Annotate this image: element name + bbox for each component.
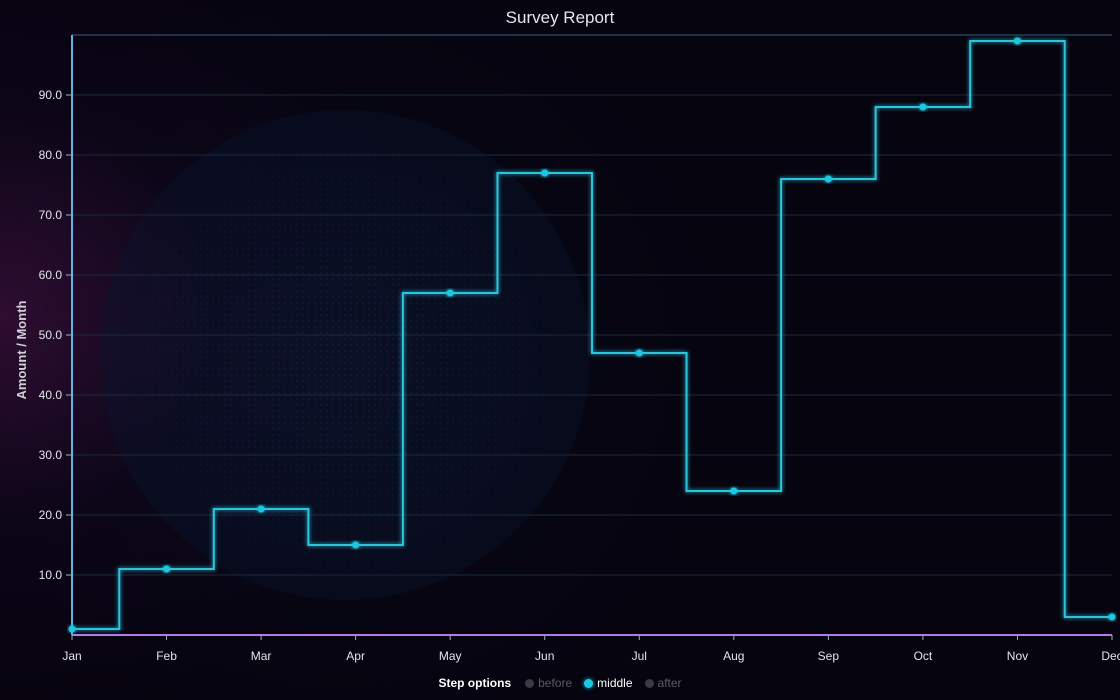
data-point <box>352 541 360 549</box>
y-axis-ticks: 10.0 20.0 30.0 40.0 50.0 60.0 70.0 80.0 90.0 <box>39 88 72 582</box>
y-tick-label: 90.0 <box>39 88 63 102</box>
x-tick-label: Nov <box>1007 649 1028 663</box>
y-tick-label: 20.0 <box>39 508 63 522</box>
legend-label: middle <box>597 676 633 690</box>
y-tick-label: 70.0 <box>39 208 63 222</box>
background-globe <box>100 110 590 600</box>
axes <box>71 35 1112 636</box>
x-tick-label: Apr <box>346 649 365 663</box>
y-axis-label: Amount / Month <box>14 300 29 399</box>
x-tick-label: Feb <box>156 649 177 663</box>
y-tick-label: 50.0 <box>39 328 63 342</box>
legend-label: before <box>538 676 573 690</box>
data-point <box>824 175 832 183</box>
data-point <box>730 487 738 495</box>
radio-dot-icon <box>584 678 594 688</box>
data-point <box>446 289 454 297</box>
x-tick-label: Aug <box>723 649 744 663</box>
x-tick-label: Jul <box>632 649 647 663</box>
chart-title: Survey Report <box>505 8 615 27</box>
data-point <box>1108 613 1116 621</box>
legend-item-middle[interactable]: middle <box>584 676 633 690</box>
step-line-series <box>72 40 1112 630</box>
y-tick-label: 60.0 <box>39 268 63 282</box>
x-tick-label: Sep <box>818 649 840 663</box>
radio-dot-icon <box>525 678 535 688</box>
legend-title: Step options <box>438 676 512 690</box>
data-point <box>541 169 549 177</box>
x-tick-label: Oct <box>914 649 933 663</box>
y-tick-label: 40.0 <box>39 388 63 402</box>
radio-dot-icon <box>644 678 654 688</box>
y-tick-label: 10.0 <box>39 568 63 582</box>
legend-item-after[interactable]: after <box>644 676 682 690</box>
legend-label: after <box>657 676 682 690</box>
data-point <box>163 565 171 573</box>
legend-item-before[interactable]: before <box>525 676 572 690</box>
series-layer <box>68 37 1116 633</box>
data-point <box>257 505 265 513</box>
x-tick-label: Dec <box>1101 649 1120 663</box>
data-point <box>635 349 643 357</box>
x-tick-label: Mar <box>251 649 272 663</box>
x-tick-label: May <box>439 649 462 663</box>
data-point <box>1013 37 1021 45</box>
y-tick-label: 80.0 <box>39 148 63 162</box>
data-point <box>919 103 927 111</box>
legend: Step options before middle after <box>0 676 1120 690</box>
data-point <box>68 625 76 633</box>
x-axis-ticks: Jan Feb Mar Apr May Jun Jul Aug Sep Oct Nov Dec <box>62 635 1120 663</box>
x-tick-label: Jan <box>62 649 81 663</box>
y-tick-label: 30.0 <box>39 448 63 462</box>
x-tick-label: Jun <box>535 649 554 663</box>
